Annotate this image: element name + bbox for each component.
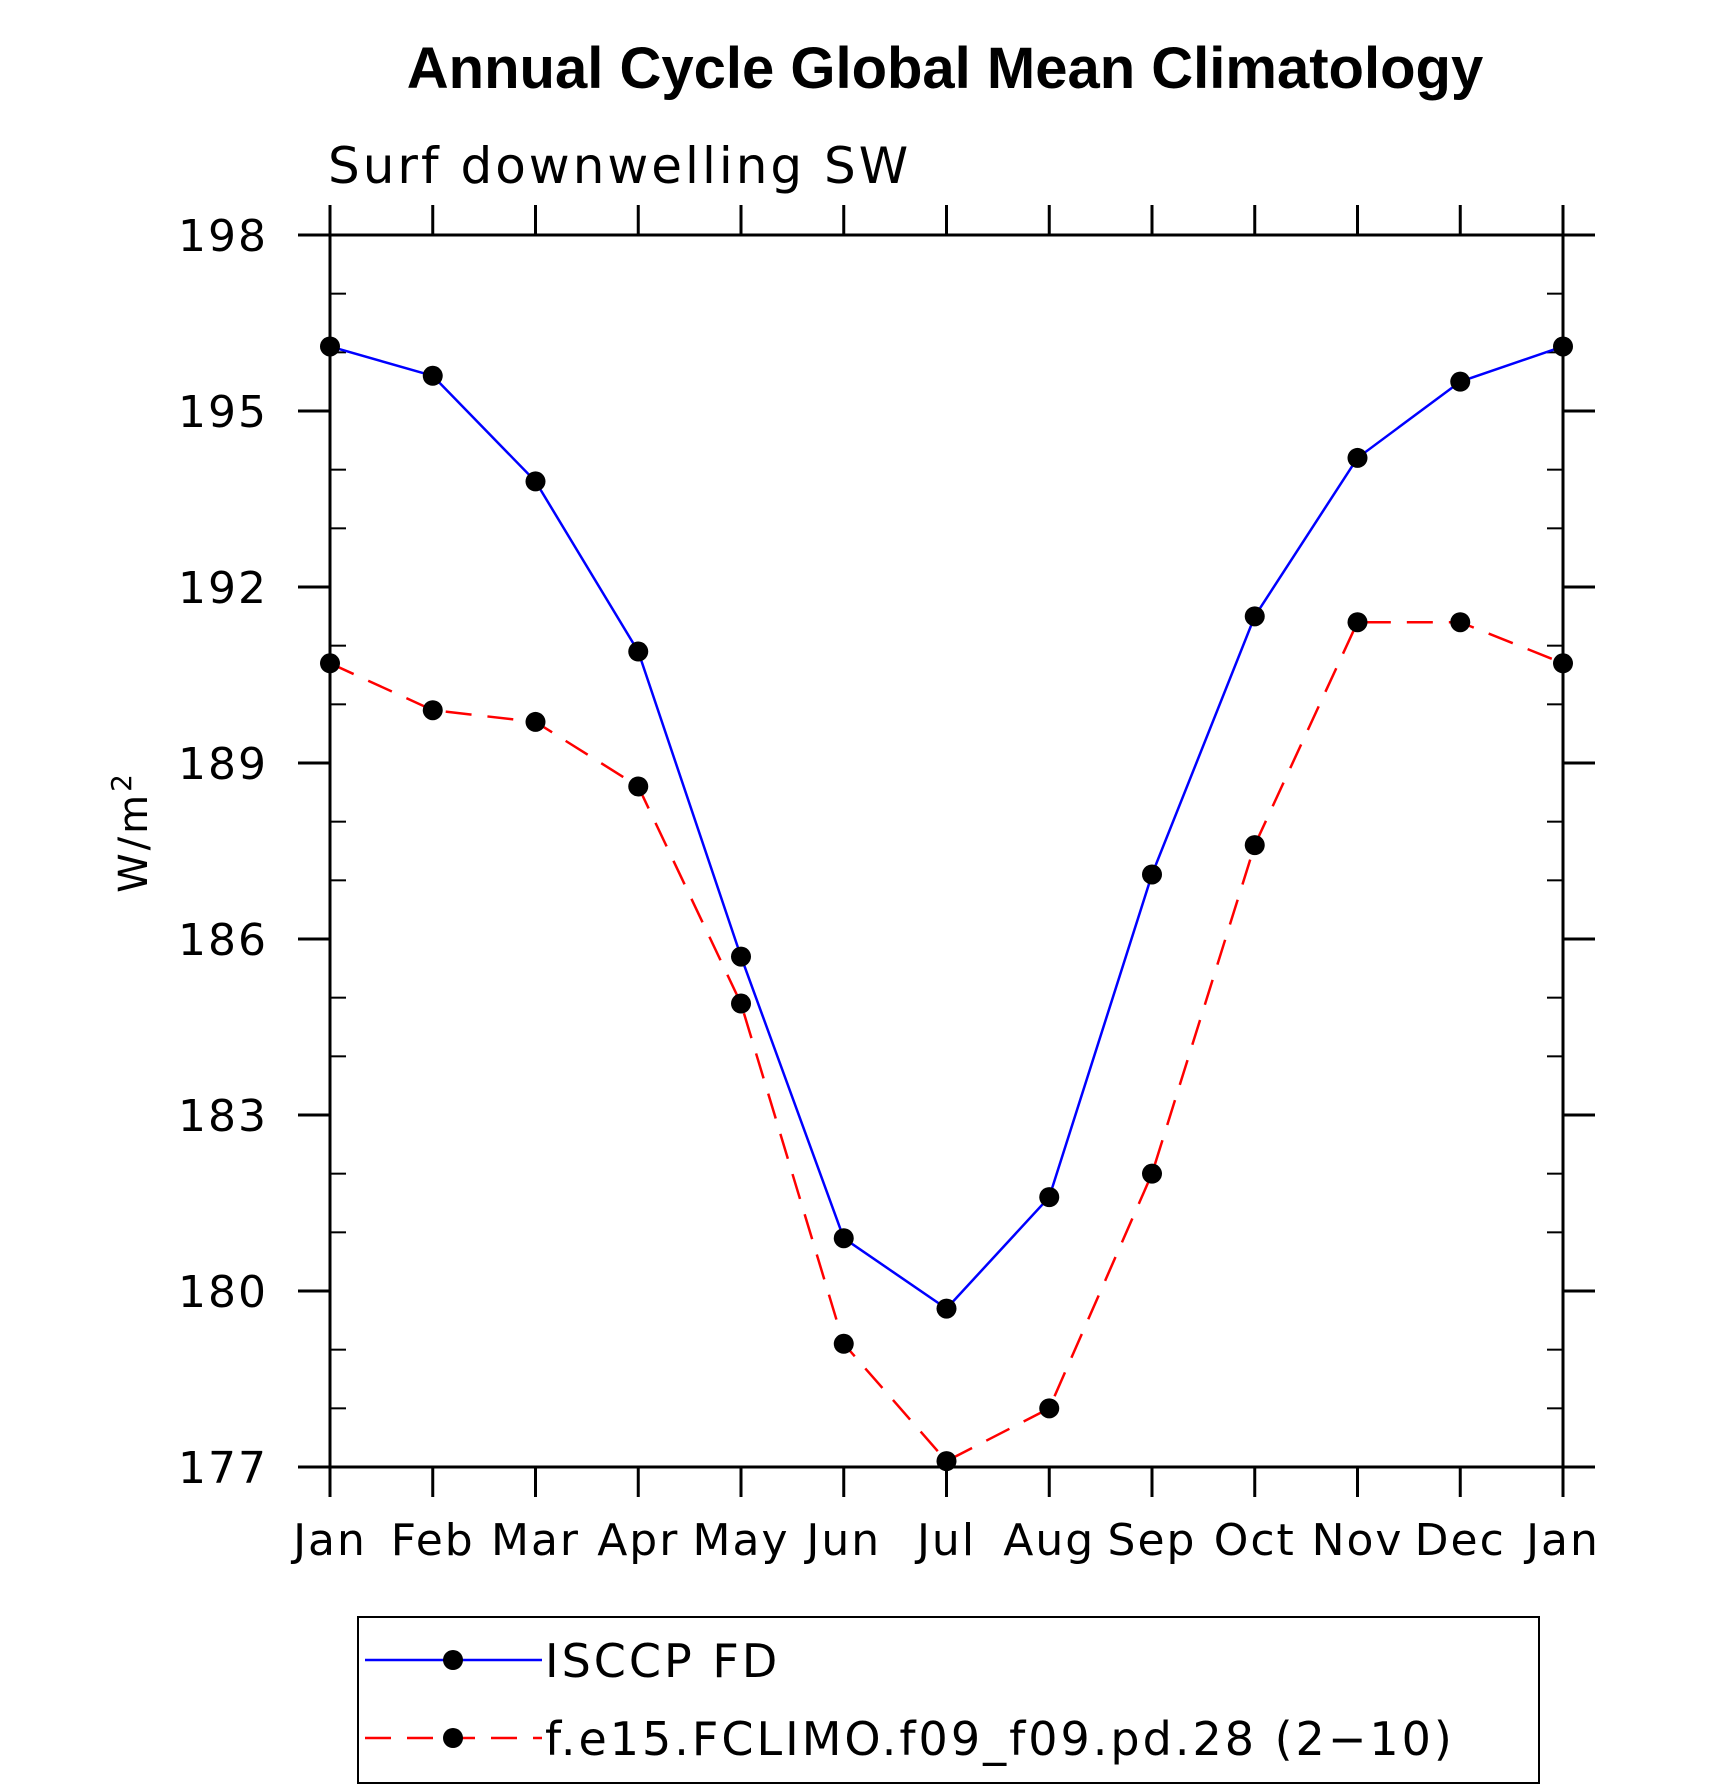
plot-frame bbox=[328, 233, 1565, 1469]
series-0-point bbox=[731, 946, 751, 967]
series-1-point bbox=[628, 776, 649, 797]
axes-ticks bbox=[298, 205, 1595, 1497]
x-tick-label: Nov bbox=[1312, 1515, 1404, 1566]
x-tick-label: Jun bbox=[803, 1515, 881, 1566]
svg-text:W/m2: W/m2 bbox=[105, 771, 157, 893]
series-0-point bbox=[628, 641, 649, 662]
legend-marker-model bbox=[443, 1728, 463, 1748]
series-0-point bbox=[525, 471, 546, 492]
legend-label-isccp: ISCCP FD bbox=[545, 1634, 780, 1688]
series-1-point bbox=[731, 993, 751, 1014]
y-tick-label: 189 bbox=[178, 739, 268, 790]
series-line-1 bbox=[329, 620, 1564, 1463]
y-tick-label: 195 bbox=[178, 387, 268, 438]
y-tick-label: 198 bbox=[178, 211, 268, 262]
y-tick-labels: 177 180 183 186 189 192 195 198 bbox=[178, 211, 268, 1494]
series-1-point bbox=[320, 653, 340, 674]
x-tick-label: Mar bbox=[491, 1515, 580, 1566]
series-0-point bbox=[320, 336, 340, 357]
series-1-point bbox=[833, 1333, 854, 1354]
y-tick-label: 183 bbox=[178, 1091, 268, 1142]
series-0-point bbox=[833, 1228, 854, 1249]
series-0-point bbox=[1450, 371, 1471, 392]
series-1-point bbox=[936, 1451, 957, 1472]
x-tick-label: Sep bbox=[1108, 1515, 1197, 1566]
series-0-point bbox=[1244, 606, 1265, 627]
x-tick-label: Oct bbox=[1214, 1515, 1296, 1566]
legend-marker-isccp bbox=[443, 1650, 463, 1670]
series-0-point bbox=[1553, 336, 1573, 357]
series-0-point bbox=[1347, 447, 1368, 468]
x-tick-label: Apr bbox=[597, 1515, 679, 1566]
x-tick-label: May bbox=[693, 1515, 790, 1566]
x-tick-labels: Jan Feb Mar Apr May Jun Jul Aug Sep Oct Nov Dec Jan bbox=[290, 1515, 1600, 1566]
series-1-point bbox=[1039, 1398, 1060, 1419]
series-1-point bbox=[525, 711, 546, 732]
series-1-point bbox=[1244, 835, 1265, 856]
series-line-0 bbox=[329, 345, 1564, 1311]
series-1-point bbox=[422, 700, 443, 721]
series-1-point bbox=[1553, 653, 1573, 674]
x-tick-label: Feb bbox=[391, 1515, 475, 1566]
series-0-point bbox=[936, 1298, 957, 1319]
series-1-point bbox=[1347, 612, 1368, 633]
x-tick-label: Jul bbox=[914, 1515, 976, 1566]
x-tick-label: Jan bbox=[290, 1515, 367, 1566]
x-tick-label: Aug bbox=[1003, 1515, 1095, 1566]
legend-box bbox=[357, 1616, 1540, 1784]
x-tick-label: Jan bbox=[1523, 1515, 1600, 1566]
chart-subtitle: Surf downwelling SW bbox=[328, 137, 911, 195]
series-0-point bbox=[1039, 1187, 1060, 1208]
y-axis-label: W/m2 bbox=[105, 771, 157, 893]
series-1-point bbox=[1142, 1163, 1162, 1184]
series-1-point bbox=[1450, 612, 1471, 633]
y-tick-label: 180 bbox=[178, 1267, 268, 1318]
legend-label-model: f.e15.FCLIMO.f09_f09.pd.28 (2−10) bbox=[545, 1712, 1455, 1766]
y-axis-label-superscript: 2 bbox=[105, 771, 138, 792]
series-layer bbox=[320, 336, 1573, 1472]
series-0-point bbox=[422, 365, 443, 386]
y-tick-label: 177 bbox=[178, 1443, 268, 1494]
y-tick-label: 192 bbox=[178, 563, 268, 614]
chart-title: Annual Cycle Global Mean Climatology bbox=[407, 36, 1483, 101]
y-tick-label: 186 bbox=[178, 915, 268, 966]
y-axis-label-text: W/m bbox=[111, 792, 157, 893]
x-tick-label: Dec bbox=[1415, 1515, 1506, 1566]
series-0-point bbox=[1142, 864, 1162, 885]
legend: ISCCP FD f.e15.FCLIMO.f09_f09.pd.28 (2−1… bbox=[357, 1616, 1540, 1784]
